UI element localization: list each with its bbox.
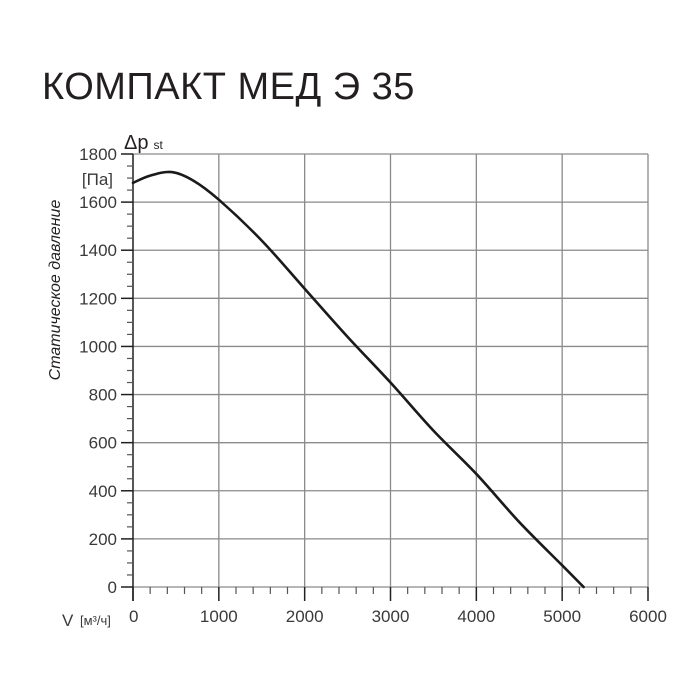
y-unit: [Па] [82, 170, 113, 189]
x-tick-label: 0 [129, 607, 138, 626]
grid-lines [133, 153, 649, 588]
y-tick-label: 400 [89, 482, 117, 501]
y-tick-label: 0 [108, 578, 117, 597]
y-axis-title: Статическое давление [47, 200, 64, 381]
y-tick-label: 800 [89, 386, 117, 405]
y-symbol-sub: st [153, 138, 163, 152]
y-tick-label: 1200 [79, 289, 117, 308]
x-var: V [62, 611, 74, 630]
x-tick-label: 4000 [457, 607, 495, 626]
x-tick-label: 6000 [629, 607, 667, 626]
y-tick-label: 1800 [79, 145, 117, 164]
y-tick-label: 200 [89, 530, 117, 549]
y-tick-label: 1400 [79, 241, 117, 260]
x-unit: [м³/ч] [80, 613, 111, 628]
x-tick-label: 5000 [543, 607, 581, 626]
performance-curve [131, 170, 585, 589]
tick-labels: 0 200 400 600 800 1000 1200 1400 1600 1800 0 1000 20… [79, 145, 667, 626]
x-tick-label: 1000 [200, 607, 238, 626]
y-tick-label: 1600 [79, 193, 117, 212]
x-tick-label: 3000 [372, 607, 410, 626]
y-tick-label: 1000 [79, 337, 117, 356]
y-tick-label: 600 [89, 434, 117, 453]
chart-title: КОМПАКТ МЕД Э 35 [42, 66, 415, 108]
axis-ticks [121, 153, 649, 601]
x-tick-label: 2000 [286, 607, 324, 626]
y-symbol: Δp st [124, 132, 163, 154]
